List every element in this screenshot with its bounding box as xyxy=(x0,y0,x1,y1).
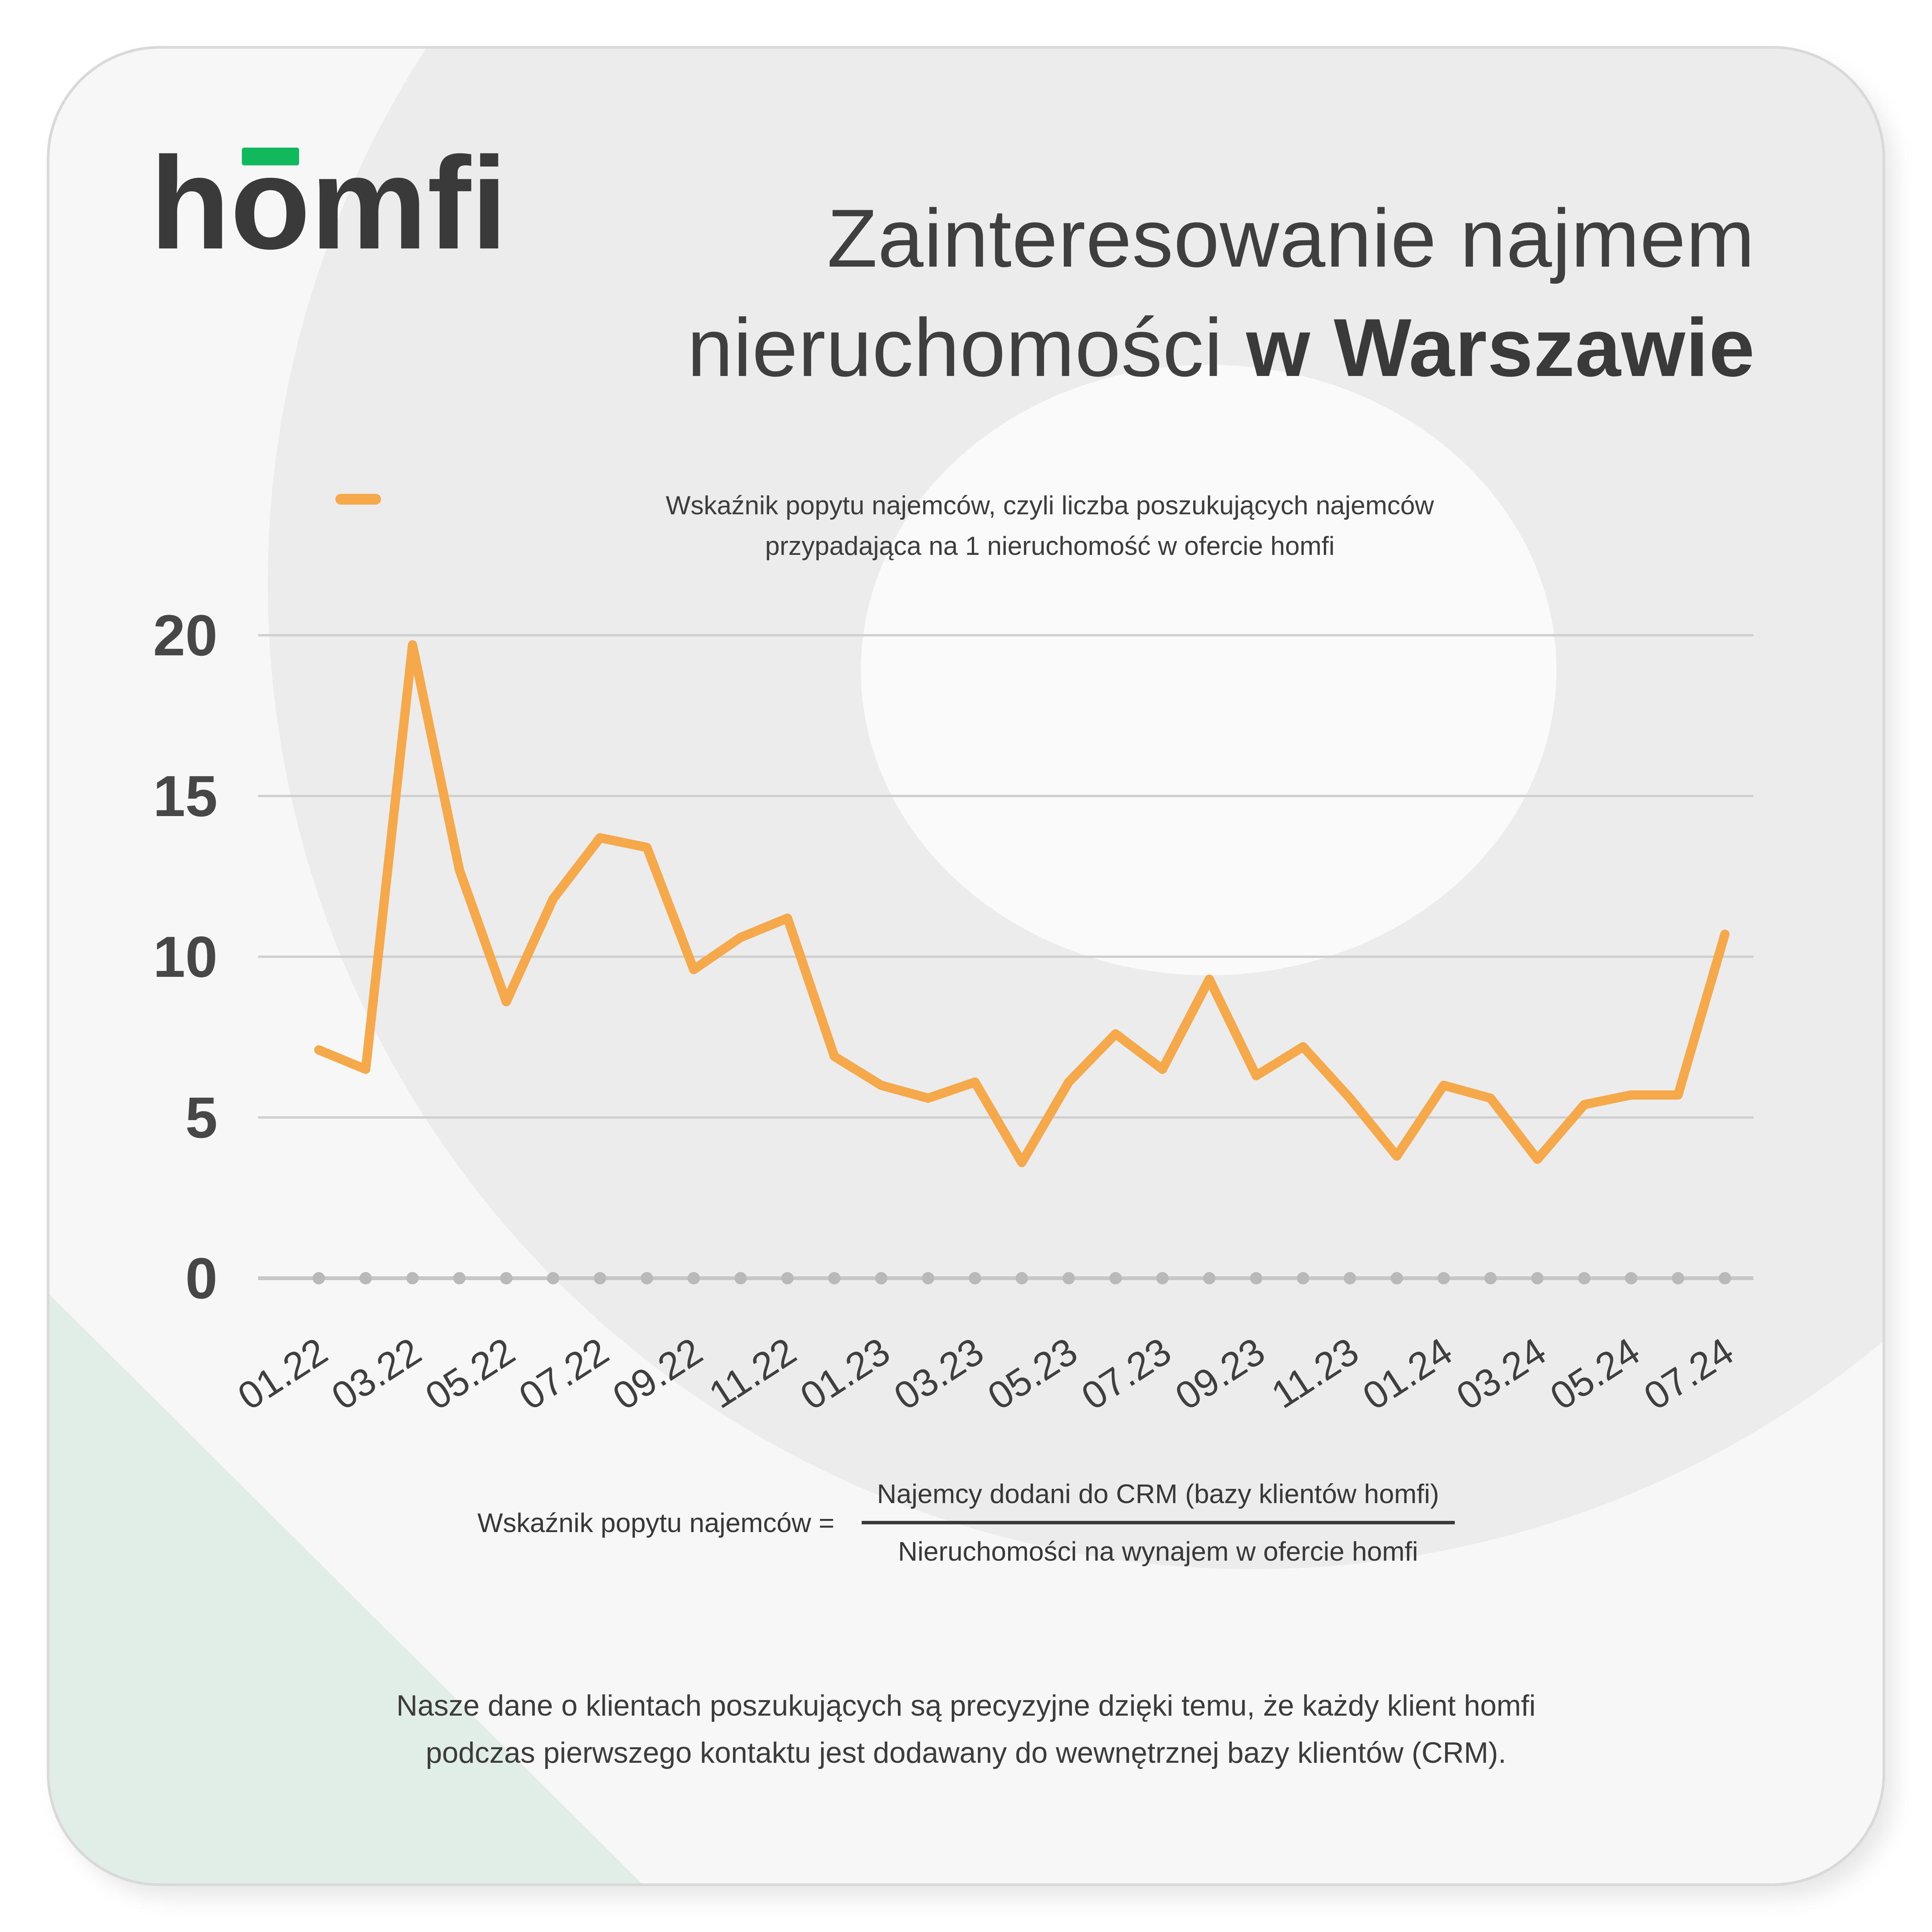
x-tick-label: 07.24 xyxy=(1636,1330,1741,1418)
y-tick-label: 15 xyxy=(153,764,218,828)
formula-numerator: Najemcy dodani do CRM (bazy klientów hom… xyxy=(861,1478,1455,1524)
x-tick-label: 01.22 xyxy=(230,1330,335,1418)
infographic-card: homfi Zainteresowanie najmem nieruchomoś… xyxy=(49,49,1883,1883)
legend-text-line-1: Wskaźnik popytu najemców, czyli liczba p… xyxy=(666,491,1434,520)
x-tick-label: 05.24 xyxy=(1543,1330,1648,1418)
x-tick-label: 11.22 xyxy=(701,1330,804,1417)
x-tick-label: 11.23 xyxy=(1264,1330,1366,1417)
formula-denominator: Nieruchomości na wynajem w ofercie homfi xyxy=(898,1536,1418,1566)
axis-dot-icon xyxy=(1437,1272,1450,1284)
axis-dot-icon xyxy=(1156,1272,1169,1284)
axis-dot-icon xyxy=(1390,1272,1403,1284)
axis-dot-icon xyxy=(453,1272,466,1284)
axis-dot-icon xyxy=(1062,1272,1075,1284)
axis-dot-icon xyxy=(641,1272,653,1284)
formula: Wskaźnik popytu najemców = Najemcy dodan… xyxy=(49,1478,1883,1567)
axis-dot-icon xyxy=(969,1272,981,1284)
logo-text: homfi xyxy=(150,130,508,277)
title-line-2: nieruchomości w Warszawie xyxy=(687,302,1755,394)
footer-note: Nasze dane o klientach poszukujących są … xyxy=(49,1682,1883,1776)
axis-dot-icon xyxy=(1203,1272,1216,1284)
axis-dot-icon xyxy=(875,1272,888,1284)
axis-dot-icon xyxy=(1672,1272,1684,1284)
demand-line xyxy=(314,640,1730,1167)
axis-dot-icon xyxy=(922,1272,934,1284)
axis-dot-icon xyxy=(1250,1272,1262,1284)
logo-accent-bar-icon xyxy=(242,148,299,165)
axis-dot-icon xyxy=(547,1272,560,1284)
axis-dot-icon xyxy=(1484,1272,1497,1284)
footer-line-2: podczas pierwszego kontaktu jest dodawan… xyxy=(425,1736,1507,1769)
logo: homfi xyxy=(150,138,507,269)
title-line-1: Zainteresowanie najmem xyxy=(827,192,1755,284)
legend-text: Wskaźnik popytu najemców, czyli liczba p… xyxy=(412,485,1688,567)
decor-white-ellipse xyxy=(861,365,1556,975)
legend: Wskaźnik popytu najemców, czyli liczba p… xyxy=(335,485,1688,567)
legend-dash-icon xyxy=(335,494,381,505)
y-tick-label: 0 xyxy=(185,1246,218,1311)
axis-dot-icon xyxy=(1719,1272,1731,1284)
x-tick-label: 05.22 xyxy=(418,1330,522,1418)
axis-dot-icon xyxy=(734,1272,747,1284)
x-tick-label: 05.23 xyxy=(980,1330,1085,1418)
chart-area: 0 5 10 15 20 01.22 03.22 05.22 07.22 09.22 11.22 01… xyxy=(146,582,1761,1418)
axis-dot-icon xyxy=(500,1272,513,1284)
x-tick-label: 03.24 xyxy=(1449,1330,1554,1418)
x-tick-label: 07.23 xyxy=(1074,1330,1179,1418)
y-tick-label: 5 xyxy=(185,1085,218,1150)
x-tick-label: 03.22 xyxy=(324,1330,429,1418)
axis-dot-icon xyxy=(1015,1272,1028,1284)
x-tick-label: 07.22 xyxy=(512,1330,616,1418)
demand-chart: 0510152001.2203.2205.2207.2209.2211.2201… xyxy=(153,603,1753,1418)
axis-dot-icon xyxy=(828,1272,841,1284)
axis-dot-icon xyxy=(594,1272,606,1284)
axis-dot-icon xyxy=(1344,1272,1356,1284)
x-tick-label: 09.23 xyxy=(1168,1330,1272,1418)
y-tick-label: 10 xyxy=(153,924,218,989)
page-title: Zainteresowanie najmem nieruchomości w W… xyxy=(441,184,1755,403)
axis-dot-icon xyxy=(359,1272,372,1284)
axis-dot-icon xyxy=(781,1272,794,1284)
x-tick-label: 09.22 xyxy=(605,1330,710,1418)
axis-dot-icon xyxy=(406,1272,419,1284)
formula-fraction: Najemcy dodani do CRM (bazy klientów hom… xyxy=(861,1478,1455,1567)
axis-dot-icon xyxy=(687,1272,700,1284)
legend-text-line-2: przypadająca na 1 nieruchomość w ofercie… xyxy=(765,531,1335,561)
axis-dot-icon xyxy=(1109,1272,1122,1284)
x-tick-label: 01.23 xyxy=(793,1330,898,1418)
axis-dot-icon xyxy=(1531,1272,1544,1284)
footer-line-1: Nasze dane o klientach poszukujących są … xyxy=(396,1689,1536,1722)
axis-dot-icon xyxy=(313,1272,325,1284)
axis-dot-icon xyxy=(1297,1272,1310,1284)
axis-dot-icon xyxy=(1578,1272,1591,1284)
axis-dot-icon xyxy=(1625,1272,1638,1284)
x-tick-label: 03.23 xyxy=(886,1330,991,1418)
title-bold: w Warszawie xyxy=(1246,302,1755,394)
formula-lhs: Wskaźnik popytu najemców = xyxy=(477,1507,835,1538)
x-tick-label: 01.24 xyxy=(1355,1330,1460,1418)
y-tick-label: 20 xyxy=(153,603,218,668)
